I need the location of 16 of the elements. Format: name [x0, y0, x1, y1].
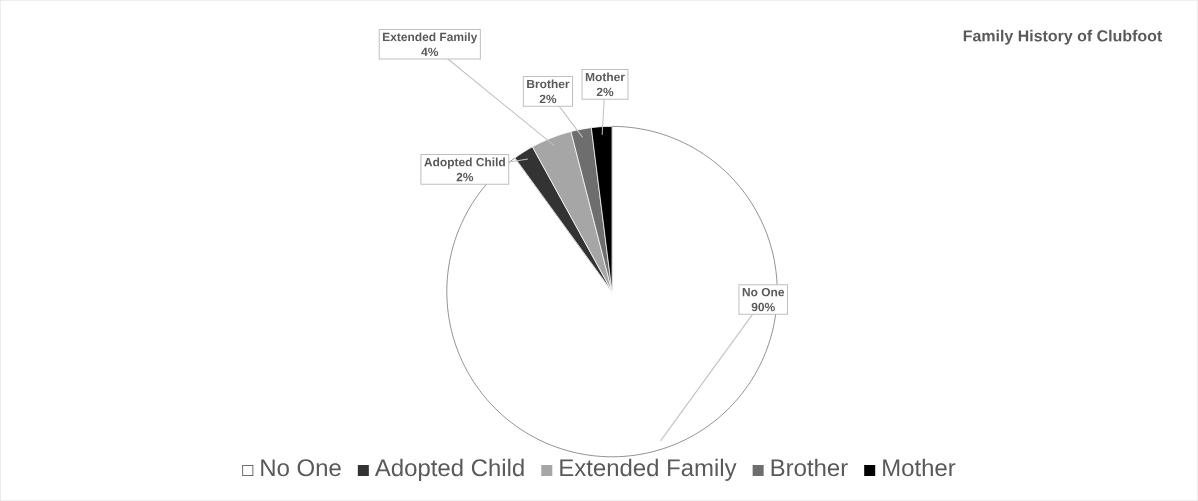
legend-label: Adopted Child	[374, 458, 524, 481]
data-label: 2%	[539, 94, 557, 104]
legend-label: Extended Family	[560, 458, 737, 481]
slice-label: No One	[742, 287, 785, 297]
data-label: 2%	[456, 172, 474, 182]
slice-label: Extended Family	[383, 32, 478, 44]
data-label: 90%	[751, 302, 775, 312]
text: Family History of Clubfoot	[963, 29, 1163, 45]
data-label: 4%	[421, 47, 439, 57]
slice-label: Brother	[527, 79, 570, 89]
slice-label: Mother	[585, 72, 625, 82]
data-label: 2%	[596, 87, 614, 97]
legend-label: Mother	[883, 458, 956, 477]
legend-label: Brother	[771, 458, 848, 477]
legend-label: No One	[261, 459, 341, 477]
slice-label: Adopted Child	[424, 157, 505, 169]
